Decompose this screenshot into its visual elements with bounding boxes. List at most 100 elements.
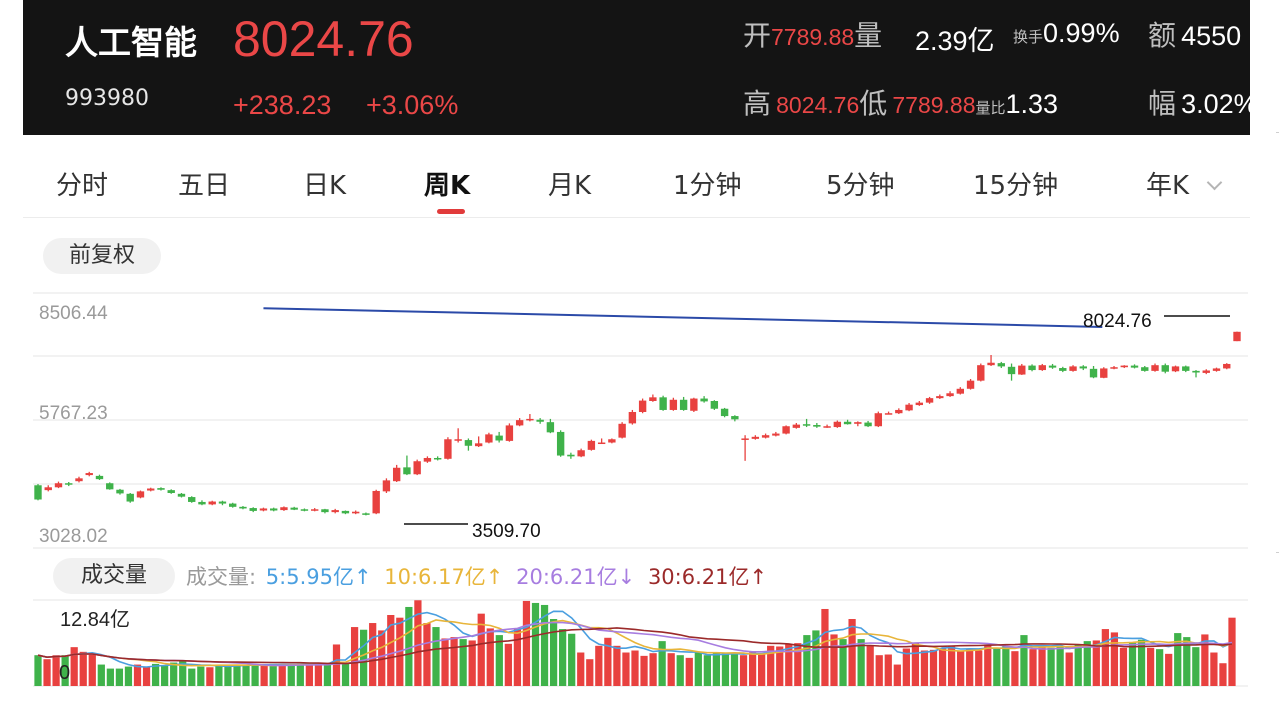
amount-stat: 额 4550 (1148, 14, 1241, 54)
tab-15min[interactable]: 15分钟 (973, 171, 1059, 201)
volume-bar (477, 613, 485, 686)
candle-body (95, 475, 104, 480)
volume-bar (170, 662, 178, 686)
candle-body (1202, 370, 1210, 373)
candle-body (690, 398, 698, 411)
ma5-legend: 5:5.95亿↑ (266, 565, 375, 589)
candle (567, 452, 575, 459)
candle (116, 488, 124, 495)
tab-monthly-k[interactable]: 月K (548, 171, 592, 201)
turnover-label: 换手 (1013, 28, 1044, 46)
candle-body (1223, 363, 1231, 369)
candle-body (1110, 367, 1118, 369)
tab-weekly-k[interactable]: 周K (424, 171, 471, 201)
volume-bar (79, 651, 87, 686)
volume-bar (332, 644, 341, 686)
candle (188, 496, 196, 503)
candle (1151, 363, 1159, 372)
high-value: 8024.76 (776, 92, 860, 118)
volume-bar (414, 600, 422, 686)
volume-bar (287, 665, 295, 686)
volume-bar (531, 602, 540, 686)
candle-body (597, 442, 606, 445)
edge-tick (1276, 132, 1279, 133)
volume-bar (260, 665, 268, 686)
volume-bar (115, 668, 124, 686)
candle-body (474, 443, 483, 447)
tab-five-day[interactable]: 五日 (178, 171, 231, 201)
ma20-value: 20:6.21亿↓ (516, 565, 636, 589)
candle-body (710, 400, 719, 409)
candle-body (351, 511, 360, 514)
tab-intraday[interactable]: 分时 (56, 171, 109, 201)
volume-bar (966, 649, 974, 686)
candle (1048, 363, 1057, 369)
volume-bar (88, 654, 96, 686)
volume-bar (703, 655, 711, 686)
candle-body (1059, 368, 1067, 371)
candle-body (1171, 366, 1180, 372)
candle-body (884, 413, 893, 415)
candle (157, 487, 165, 491)
volume-bar (631, 650, 639, 686)
high-annotation: 8024.76 (1083, 311, 1152, 332)
candle-body (106, 483, 114, 490)
volume-bar (577, 652, 585, 686)
candle-body (1212, 368, 1221, 371)
candle-body (218, 501, 227, 504)
candle-body (720, 408, 729, 417)
candle (1161, 363, 1169, 374)
candle-body (1007, 366, 1016, 375)
ma30-line (37, 627, 1233, 665)
candle-body (136, 491, 145, 498)
candle (536, 418, 544, 424)
candle-body (1018, 365, 1026, 375)
volume-bar (984, 644, 992, 686)
candle-body (515, 420, 524, 426)
candle (669, 397, 678, 411)
candle-body (126, 493, 134, 502)
ma20-line (37, 621, 1233, 667)
volume-bar (748, 652, 757, 686)
candle-body (321, 509, 329, 513)
candle-body (700, 398, 708, 402)
candle-body (833, 421, 842, 428)
candle-body (362, 513, 370, 515)
candle (884, 411, 893, 415)
volume-bar (188, 668, 196, 686)
candle (1038, 363, 1046, 371)
volume-bar (694, 652, 702, 686)
candle-body (167, 490, 175, 493)
candle-body (802, 424, 811, 426)
low-value: 7789.88 (892, 92, 976, 118)
volume-bar (857, 639, 865, 686)
volume-bar (1020, 635, 1028, 686)
stock-code: 993980 (65, 86, 149, 111)
low-label: 低 (859, 87, 888, 120)
volume-bar (739, 655, 748, 686)
candle-body (915, 402, 924, 406)
candle (720, 407, 729, 418)
candle (1100, 367, 1108, 379)
candle-body (587, 440, 596, 450)
tab-yearly-k[interactable]: 年K (1146, 171, 1190, 201)
volume-bar (387, 615, 395, 686)
candle (362, 512, 370, 516)
candle-body (1079, 366, 1087, 369)
candle-body (823, 426, 831, 428)
candle (700, 396, 708, 403)
tab-1min[interactable]: 1分钟 (673, 171, 742, 201)
candle-body (751, 436, 760, 439)
turnover-value: 0.99% (1043, 18, 1120, 48)
candle-body (772, 433, 780, 436)
volume-bars (34, 600, 1236, 686)
adjust-mode-button[interactable]: 前复权 (43, 238, 161, 274)
volume-zero-label: 0 (59, 662, 70, 684)
ma30-value: 30:6.21亿↑ (647, 565, 768, 589)
volume-bar (540, 604, 549, 686)
low-annotation: 3509.70 (472, 521, 541, 542)
tab-5min[interactable]: 5分钟 (826, 171, 895, 201)
price-change-percent: +3.06% (366, 90, 459, 120)
volume-indicator-button[interactable]: 成交量 (53, 558, 175, 594)
tab-daily-k[interactable]: 日K (303, 171, 347, 201)
